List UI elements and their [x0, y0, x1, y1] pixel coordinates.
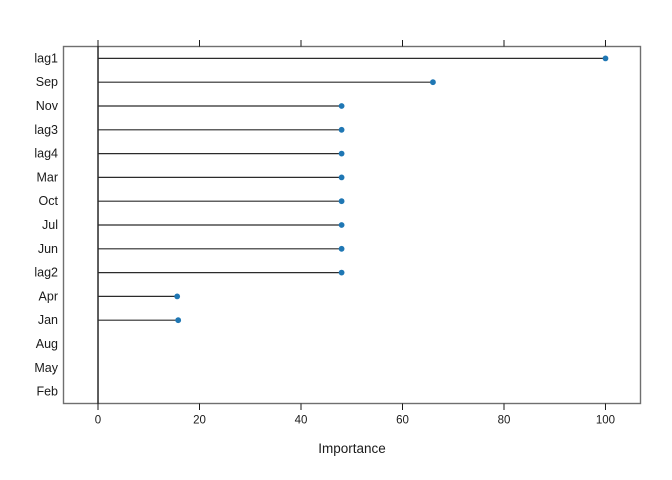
y-axis-category-label: Apr [39, 289, 58, 303]
y-axis-category-label: Jul [42, 218, 58, 232]
data-point [338, 150, 345, 157]
data-point [430, 79, 436, 86]
y-axis-category-label: Mar [36, 170, 58, 184]
y-axis-category-label: May [34, 361, 58, 375]
x-axis-tick-label: 100 [596, 415, 615, 427]
x-axis-tick-label: 0 [95, 415, 101, 427]
data-point [338, 103, 345, 109]
y-axis-category-label: Jan [38, 313, 58, 327]
y-axis-category-label: Aug [36, 337, 58, 351]
plot-frame [62, 45, 642, 405]
x-axis-tick-label: 80 [498, 415, 511, 427]
y-axis-category-label: Jun [38, 242, 58, 256]
y-axis-category-label: Oct [39, 194, 59, 208]
y-axis-category-label: lag2 [34, 266, 58, 280]
data-point [338, 174, 345, 181]
y-axis-category-label: Feb [36, 385, 58, 399]
y-axis-category-label: Nov [36, 99, 59, 113]
y-axis-category-label: lag4 [34, 147, 58, 161]
x-axis-tick-label: 60 [396, 415, 409, 427]
x-axis-title: Importance [318, 441, 386, 456]
x-axis-tick-label: 20 [193, 415, 206, 427]
x-axis-tick-label: 40 [295, 415, 308, 427]
y-axis-category-label: lag1 [34, 51, 58, 65]
data-point [338, 269, 345, 276]
data-point [338, 245, 345, 252]
data-point [338, 198, 345, 205]
data-point [174, 293, 181, 300]
data-point [338, 222, 345, 228]
y-axis-category-label: Sep [36, 75, 58, 89]
data-point [338, 126, 345, 133]
data-point [602, 55, 609, 62]
y-axis-category-label: lag3 [34, 123, 58, 137]
data-point [175, 317, 182, 324]
